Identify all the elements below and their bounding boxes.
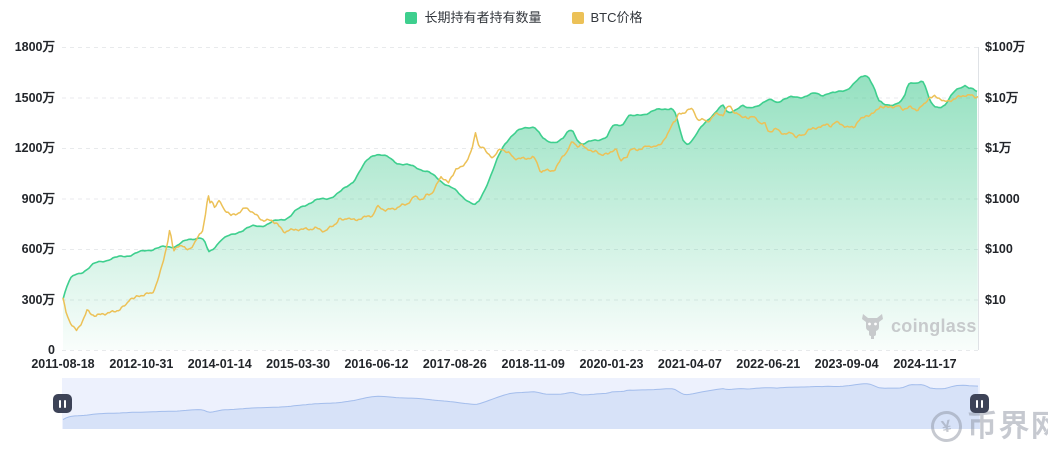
btc-price-series-swatch-icon <box>571 12 584 24</box>
x-axis-tick-label: 2022-06-21 <box>736 357 801 371</box>
y-right-tick-label: $100万 <box>985 40 1026 54</box>
y-left-tick-label: 300万 <box>21 292 55 307</box>
holders-line <box>62 74 978 300</box>
x-axis-tick-label: 2024-11-17 <box>893 357 957 371</box>
x-axis-tick-label: 2017-08-26 <box>422 357 487 371</box>
y-right-tick-label: $1000 <box>985 191 1020 206</box>
coinglass-bull-icon <box>862 314 883 339</box>
holders-series-swatch-icon <box>405 12 418 24</box>
legend: 长期持有者持有数量 BTC价格 <box>0 11 1048 25</box>
x-axis-tick-label: 2018-11-09 <box>501 357 565 371</box>
bijiewang-coin-icon: ¥ <box>928 408 965 445</box>
navigator-right-handle[interactable] <box>970 394 989 413</box>
x-axis-tick-label: 2016-06-12 <box>344 357 409 371</box>
pause-icon <box>64 399 66 408</box>
pause-icon <box>59 399 61 408</box>
bijiewang-coin-symbol: ¥ <box>939 415 954 437</box>
holders-area <box>63 75 978 350</box>
y-right-tick-label: $1万 <box>985 141 1012 155</box>
x-axis-tick-label: 2014-01-14 <box>187 357 252 371</box>
y-left-tick-label: 600万 <box>21 242 55 256</box>
y-left-tick-label: 0 <box>48 343 55 357</box>
pause-icon <box>981 399 983 408</box>
plot-area[interactable] <box>62 47 978 350</box>
y-left-tick-label: 1800万 <box>14 40 55 54</box>
legend-item-holders[interactable]: 长期持有者持有数量 <box>405 10 542 25</box>
y-right-tick-label: $100 <box>985 242 1013 256</box>
holders-series-label: 长期持有者持有数量 <box>424 10 542 25</box>
coinglass-watermark-text: coinglass <box>891 316 977 336</box>
btc-price-series-label: BTC价格 <box>590 10 643 25</box>
bijiewang-watermark: ¥ 币界网 <box>928 408 1048 445</box>
navigator-line <box>62 383 979 421</box>
bijiewang-watermark-text: 币界网 <box>967 410 1048 443</box>
x-axis-tick-label: 2020-01-23 <box>579 357 644 371</box>
x-axis-tick-label: 2012-10-31 <box>109 357 174 371</box>
x-axis-tick-label: 2021-04-07 <box>657 357 722 371</box>
pause-icon <box>976 399 978 408</box>
y-left-tick-label: 900万 <box>21 191 55 206</box>
y-left-tick-label: 1500万 <box>14 90 55 105</box>
navigator-area[interactable] <box>63 383 980 429</box>
coinglass-watermark: coinglass <box>860 313 977 340</box>
y-left-tick-label: 1200万 <box>14 141 55 155</box>
navigator-left-handle[interactable] <box>53 394 72 413</box>
y-right-tick-label: $10 <box>985 292 1006 307</box>
btc-price-line <box>62 93 979 332</box>
x-axis-tick-label: 2015-03-30 <box>266 357 331 371</box>
y-right-tick-label: $10万 <box>985 90 1019 105</box>
legend-item-btc-price[interactable]: BTC价格 <box>571 10 643 25</box>
x-axis-tick-label: 2023-09-04 <box>814 357 879 371</box>
x-axis-tick-label: 2011-08-18 <box>31 357 95 371</box>
